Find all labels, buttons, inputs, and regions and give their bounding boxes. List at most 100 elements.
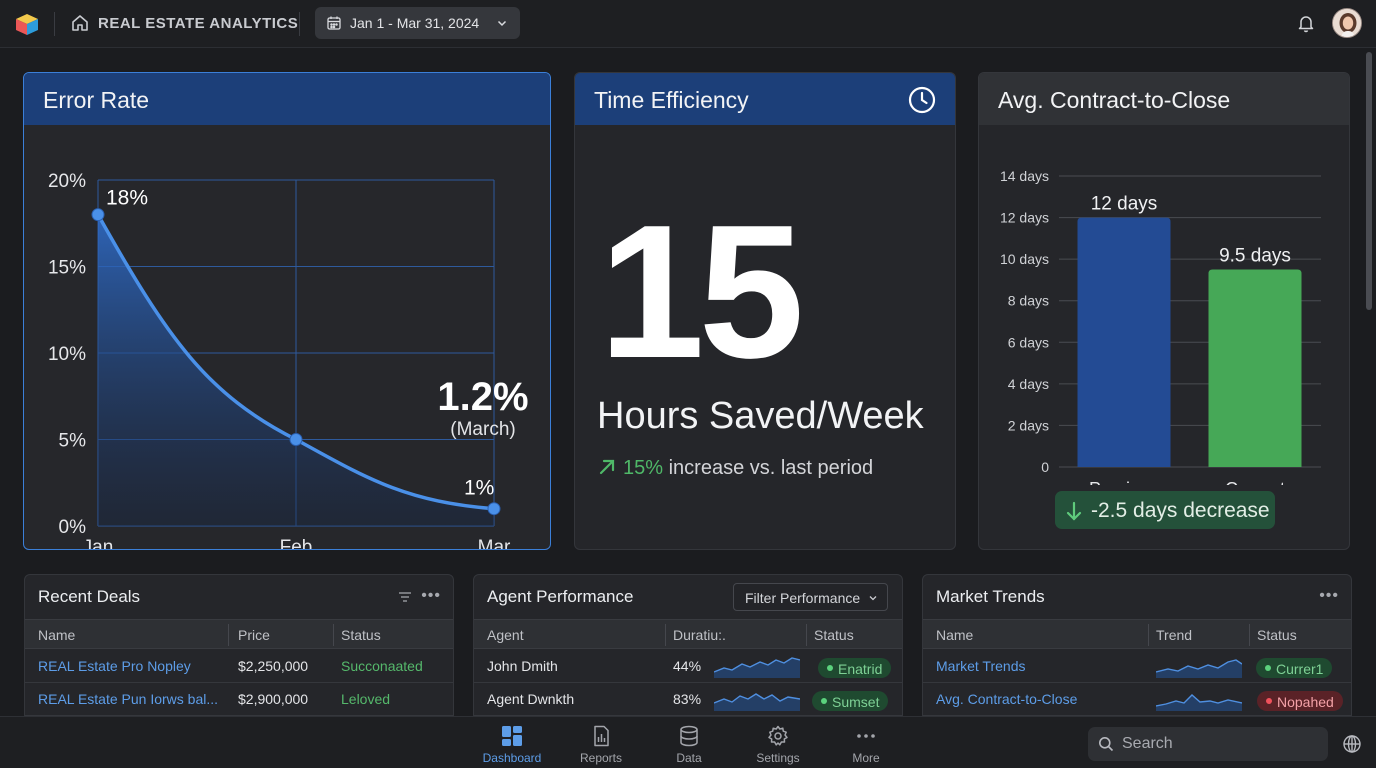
avatar[interactable] [1332,8,1362,38]
filter-icon[interactable] [397,589,413,605]
filter-performance-dropdown[interactable]: Filter Performance [733,583,888,611]
nav-label: Data [676,751,702,765]
more-options-icon[interactable]: ••• [421,587,441,604]
sparkline [714,693,800,711]
y-tick-label: 12 days [1000,210,1049,226]
y-tick-label: 15% [48,258,86,279]
arrow-down-icon [1066,501,1082,521]
column-header[interactable]: Duratiu:. [673,627,726,643]
x-tick-label: Mar [478,537,511,550]
data-point [289,433,303,446]
nav-label: Dashboard [482,751,542,765]
y-tick-label: 8 days [1008,293,1049,309]
table-row[interactable]: Agent Dwnkth 83% Sumset [474,683,902,716]
card-title: Recent Deals [38,587,141,606]
column-header[interactable]: Status [341,627,381,643]
increase-indicator: 15% increase vs. last period [597,457,873,480]
error-rate-callout: 1.2% (March) [428,377,538,441]
contract-to-close-chart: 0 2 days 4 days 6 days 8 days 10 days 12 days 1… [1000,168,1321,485]
recent-deals-card: Recent Deals ••• Name Price Status REAL … [24,574,454,724]
error-rate-card: Error Rate 0% 5% 10% 15% 20% Jan 18% Feb Mar 1% 1… [23,72,551,550]
bell-icon[interactable] [1296,13,1316,33]
data-label: 9.5 days [1219,246,1291,267]
globe-icon[interactable] [1342,734,1362,754]
series-line [96,213,495,511]
column-header[interactable]: Name [936,627,974,643]
calendar-icon [327,16,341,30]
sparkline [1156,694,1242,711]
table-header: Name Trend Status [923,619,1351,649]
dashboard-icon [502,726,522,746]
bar [1077,217,1171,467]
nav-settings[interactable]: Settings [738,725,818,765]
y-tick-label: 14 days [1000,168,1049,184]
agent-performance-card: Agent Performance Filter Performance Age… [473,574,903,724]
increase-text: increase vs. last period [668,457,874,479]
trend-name-link[interactable]: Avg. Contract-to-Close [936,691,1078,707]
deal-status: Leloved [341,691,391,707]
table-row[interactable]: REAL Estate Pro Nopley $2,250,000 Succon… [25,650,453,683]
hours-saved-label: Hours Saved/Week [597,395,924,437]
database-icon [680,725,698,747]
card-title: Avg. Contract-to-Close [998,87,1231,113]
date-range-picker[interactable]: Jan 1 - Mar 31, 2024 [315,7,520,39]
table-row[interactable]: John Dmith 44% Enatrid [474,650,902,683]
y-tick-label: 2 days [1008,417,1049,433]
search-icon [1099,737,1114,752]
column-header[interactable]: Price [238,627,270,643]
status-badge: Sumset [812,691,889,711]
more-options-icon[interactable]: ••• [1319,587,1339,604]
table-row[interactable]: Avg. Contract-to-Close Nopahed [923,683,1351,716]
more-dots-icon [857,734,875,738]
chevron-down-icon [869,596,877,601]
deal-name-link[interactable]: REAL Estate Pro Nopley [38,658,191,674]
top-bar: REAL ESTATE ANALYTICS Jan 1 - Mar 31, 20… [0,0,1376,48]
search-box[interactable] [1088,727,1328,761]
gear-icon [768,725,788,746]
y-tick-label: 5% [59,431,87,452]
data-label: 18% [106,187,148,210]
card-header: Time Efficiency [575,73,955,125]
scrollbar[interactable] [1366,52,1372,310]
column-header[interactable]: Agent [487,627,524,643]
trend-up-arrow-icon [599,459,615,475]
nav-dashboard[interactable]: Dashboard [472,725,552,765]
data-label: 12 days [1091,194,1158,215]
date-range-label: Jan 1 - Mar 31, 2024 [350,15,480,31]
chevron-down-icon [497,20,507,27]
nav-more[interactable]: More [826,725,906,765]
column-header[interactable]: Name [38,627,76,643]
table-row[interactable]: REAL Estate Pun Iorws bal... $2,900,000 … [25,683,453,716]
x-tick-label: Feb [280,537,313,550]
y-tick-label: 4 days [1008,376,1049,392]
nav-reports[interactable]: Reports [561,725,641,765]
nav-label: More [852,751,880,765]
y-tick-label: 10 days [1000,251,1049,267]
status-badge: Currer1 [1256,658,1333,678]
hours-saved-number: 15 [599,186,804,398]
y-tick-label: 6 days [1008,334,1049,350]
x-tick-label: Jan [83,537,114,550]
clock-icon[interactable] [907,85,937,115]
filter-label: Filter Performance [745,590,861,606]
y-tick-label: 20% [48,171,86,192]
column-header[interactable]: Trend [1156,627,1193,643]
nav-data[interactable]: Data [649,725,729,765]
agent-name: Agent Dwnkth [487,691,575,707]
reports-icon [594,725,609,747]
deal-name-link[interactable]: REAL Estate Pun Iorws bal... [38,691,219,707]
callout-value: 1.2% [437,375,529,419]
column-header[interactable]: Status [1257,627,1297,643]
area-fill [98,214,494,526]
app-logo-icon[interactable] [14,12,40,36]
card-title: Market Trends [936,587,1045,606]
y-tick-label: 10% [48,344,86,365]
trend-name-link[interactable]: Market Trends [936,658,1026,674]
column-header[interactable]: Status [814,627,854,643]
divider [299,12,300,36]
home-icon[interactable] [70,13,90,33]
search-input[interactable] [1122,733,1312,755]
table-row[interactable]: Market Trends Currer1 [923,650,1351,683]
bottom-nav: Dashboard Reports Data Settings More [0,716,1376,768]
contract-to-close-card: Avg. Contract-to-Close 0 2 days 4 days 6 da… [978,72,1350,550]
